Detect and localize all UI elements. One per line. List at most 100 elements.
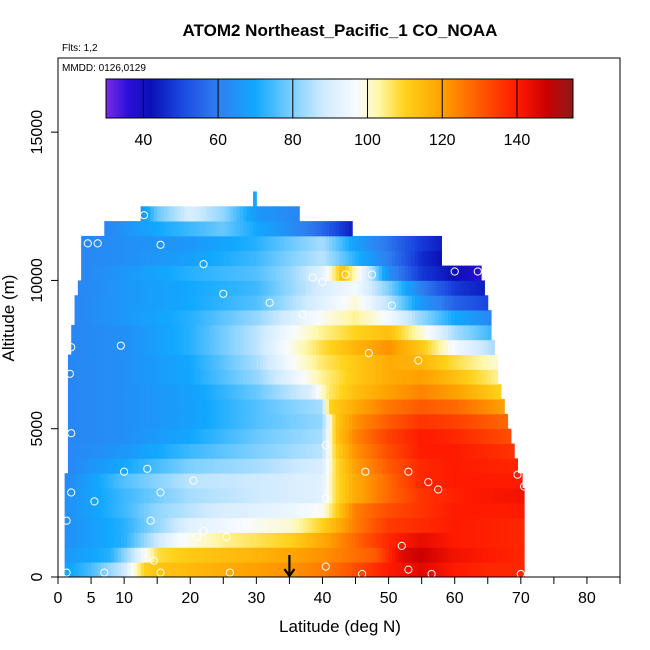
heatmap-cell [299,295,304,311]
heatmap-cell [134,532,138,548]
heatmap-cell [424,310,429,326]
heatmap-cell [91,517,95,533]
heatmap-cell [262,562,267,578]
heatmap-cell [474,384,479,400]
heatmap-cell [223,369,228,385]
heatmap-cell [415,473,419,489]
heatmap-cell [434,339,439,355]
heatmap-cell [411,517,416,533]
heatmap-cell [229,280,234,296]
heatmap-cell [378,354,383,370]
heatmap-cell [157,399,161,415]
heatmap-cell [355,473,360,489]
heatmap-cell [332,517,337,533]
heatmap-cell [282,339,287,355]
heatmap-cell [219,235,224,252]
heatmap-cell [233,369,238,385]
heatmap-cell [494,399,499,415]
heatmap-cell [481,502,485,519]
heatmap-cell [305,502,310,519]
heatmap-cell [249,324,254,341]
heatmap-cell [183,206,188,222]
heatmap-cell [134,295,138,311]
heatmap-cell [84,250,89,266]
sample-point [146,516,155,525]
heatmap-cell [100,295,105,311]
heatmap-cell [289,458,294,474]
heatmap-cell [405,532,409,548]
heatmap-cell [74,354,79,370]
heatmap-cell [104,369,109,385]
heatmap-cell [289,324,294,341]
heatmap-cell [335,280,340,296]
heatmap-cell [339,339,343,355]
heatmap-cell [229,295,234,311]
heatmap-cell [388,324,393,341]
heatmap-cell [147,235,152,252]
heatmap-cell [408,250,413,266]
heatmap-cell [186,473,191,489]
heatmap-cell [74,488,79,504]
heatmap-cell [173,280,178,296]
heatmap-cell [249,443,254,459]
heatmap-cell [282,384,287,400]
heatmap-cell [461,369,466,385]
heatmap-cell [206,369,211,385]
heatmap-cell [97,473,102,489]
heatmap-cell [276,384,280,400]
heatmap-cell [282,428,287,444]
heatmap-cell [358,280,363,296]
heatmap-cell [67,532,72,548]
heatmap-cell [332,532,337,548]
heatmap-cell [81,473,85,489]
heatmap-cell [497,532,502,548]
heatmap-cell [94,265,99,281]
heatmap-cell [421,473,426,489]
heatmap-cell [438,295,442,311]
heatmap-cell [74,547,79,563]
altitude-bin [81,235,442,252]
sample-point [434,485,443,494]
heatmap-cell [312,354,317,370]
heatmap-cell [233,265,238,281]
heatmap-cell [451,310,456,326]
heatmap-cell [236,235,241,252]
heatmap-cell [322,428,327,444]
heatmap-cell [352,517,357,533]
heatmap-cell [312,324,317,341]
heatmap-cell [312,235,317,252]
heatmap-cell [411,428,416,444]
heatmap-cell [150,235,155,252]
heatmap-cell [388,265,393,281]
heatmap-cell [448,502,452,519]
heatmap-cell [206,206,211,222]
heatmap-cell [299,562,304,578]
heatmap-cell [494,502,499,519]
heatmap-cell [233,502,238,519]
heatmap-cell [325,502,330,519]
heatmap-cell [193,310,198,326]
heatmap-cell [395,562,400,578]
heatmap-cell [206,399,211,415]
heatmap-cell [292,413,297,430]
sample-point [67,343,76,352]
heatmap-cell [249,413,254,430]
heatmap-cell [342,547,347,563]
heatmap-cell [520,562,525,578]
heatmap-cell [81,369,85,385]
heatmap-cell [127,502,132,519]
heatmap-cell [312,488,317,504]
heatmap-cell [206,413,211,430]
heatmap-cell [167,562,171,578]
heatmap-cell [305,339,310,355]
heatmap-cell [497,547,502,563]
heatmap-cell [345,339,350,355]
heatmap-cell [441,265,446,281]
heatmap-cell [173,206,178,222]
heatmap-cell [276,324,280,341]
heatmap-cell [299,399,304,415]
heatmap-cell [500,473,505,489]
heatmap-cell [117,413,122,430]
heatmap-cell [282,310,287,326]
heatmap-cell [391,488,396,504]
